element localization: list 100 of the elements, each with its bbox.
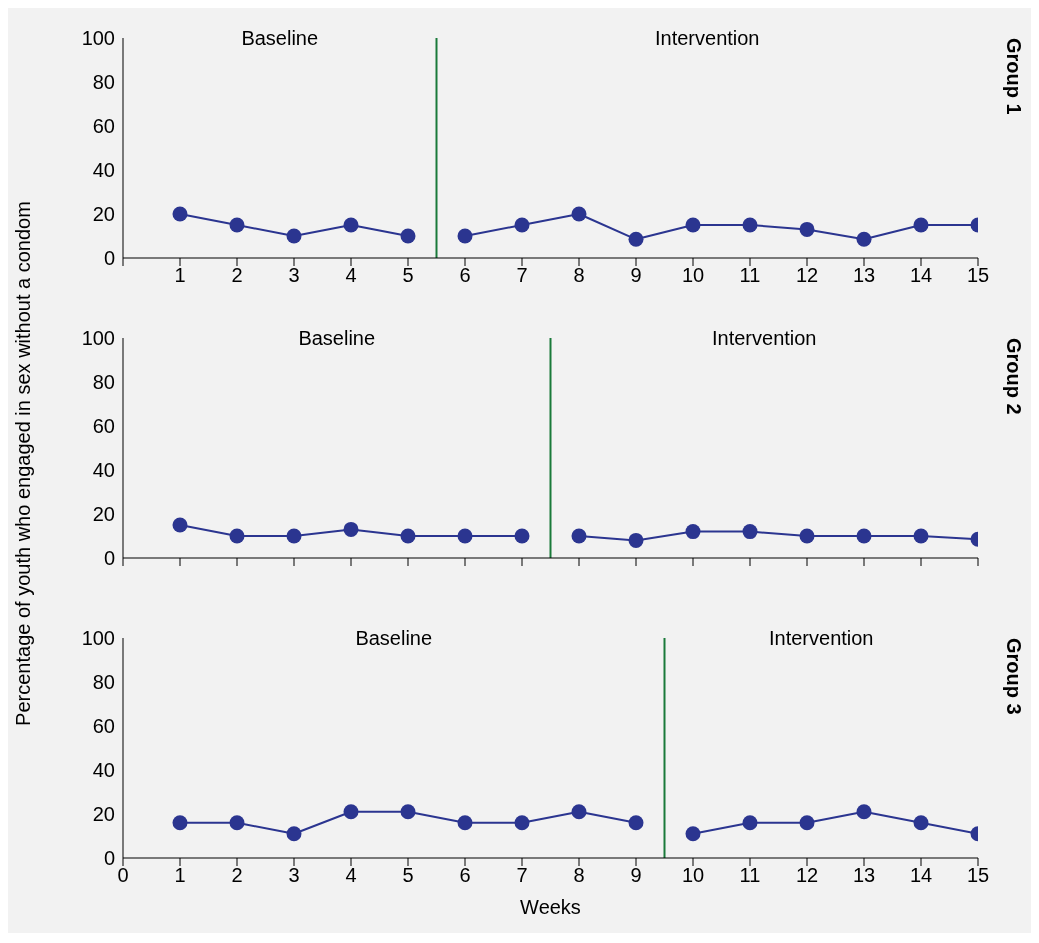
point	[571, 804, 587, 820]
y-tick-label: 60	[92, 115, 115, 138]
x-tick-label: 15	[966, 864, 990, 887]
x-tick-label: 4	[345, 264, 357, 287]
point	[400, 528, 416, 544]
point	[457, 528, 473, 544]
point	[913, 815, 929, 831]
annotation: Intervention	[768, 627, 874, 650]
y-axis-title: Percentage of youth who engaged in sex without a condom	[11, 200, 35, 726]
x-tick-label: 0	[117, 864, 129, 887]
x-tick-label: 9	[630, 264, 642, 287]
point	[172, 815, 188, 831]
y-tick-label: 100	[81, 627, 115, 650]
point	[742, 524, 758, 540]
y-tick-label: 40	[92, 159, 115, 182]
point	[286, 528, 302, 544]
x-tick-label: 7	[516, 264, 528, 287]
x-tick-label: 12	[795, 864, 819, 887]
point	[343, 804, 359, 820]
point	[514, 217, 530, 233]
point	[628, 231, 644, 247]
point	[685, 524, 701, 540]
y-tick-label: 80	[92, 371, 115, 394]
point	[229, 217, 245, 233]
point	[799, 221, 815, 237]
point	[286, 228, 302, 244]
point	[799, 815, 815, 831]
x-tick-label: 9	[630, 864, 642, 887]
point	[856, 231, 872, 247]
y2-axis-title: Group 1	[1002, 38, 1025, 117]
y-tick-label: 80	[92, 671, 115, 694]
y-tick-label: 20	[92, 203, 115, 226]
x-tick-label: 6	[459, 264, 471, 287]
x-tick-label: 1	[174, 864, 186, 887]
x-tick-label: 5	[402, 264, 414, 287]
point	[856, 528, 872, 544]
y2-axis-title: Group 3	[1002, 638, 1025, 717]
y-tick-label: 0	[103, 247, 115, 270]
y-tick-label: 40	[92, 759, 115, 782]
annotation: Baseline	[298, 327, 376, 350]
y-tick-label: 60	[92, 715, 115, 738]
point	[400, 804, 416, 820]
x-tick-label: 14	[909, 864, 933, 887]
point	[913, 528, 929, 544]
x-tick-label: 3	[288, 264, 300, 287]
x-tick-label: 11	[739, 264, 761, 287]
x-tick-label: 15	[966, 264, 990, 287]
point	[514, 815, 530, 831]
point	[742, 815, 758, 831]
point	[343, 521, 359, 537]
x-tick-label: 13	[852, 864, 876, 887]
point	[685, 217, 701, 233]
annotation: Baseline	[241, 27, 319, 50]
annotation: Baseline	[355, 627, 433, 650]
point	[514, 528, 530, 544]
x-tick-label: 8	[573, 264, 585, 287]
point	[457, 228, 473, 244]
point	[229, 528, 245, 544]
point	[685, 826, 701, 842]
x-tick-label: 12	[795, 264, 819, 287]
x-tick-label: 4	[345, 864, 357, 887]
annotation: Intervention	[711, 327, 817, 350]
x-axis-title: Weeks	[520, 896, 581, 919]
point	[628, 815, 644, 831]
y-tick-label: 0	[103, 547, 115, 570]
x-tick-label: 1	[174, 264, 186, 287]
point	[172, 206, 188, 222]
y-tick-label: 20	[92, 503, 115, 526]
x-tick-label: 11	[739, 864, 761, 887]
point	[400, 228, 416, 244]
x-tick-label: 13	[852, 264, 876, 287]
point	[913, 217, 929, 233]
y-tick-label: 60	[92, 415, 115, 438]
point	[571, 206, 587, 222]
y-tick-label: 100	[81, 327, 115, 350]
x-tick-label: 6	[459, 864, 471, 887]
x-tick-label: 10	[681, 864, 705, 887]
x-tick-label: 14	[909, 264, 933, 287]
y2-axis-title: Group 2	[1002, 338, 1025, 417]
point	[742, 217, 758, 233]
y-tick-label: 40	[92, 459, 115, 482]
x-tick-label: 3	[288, 864, 300, 887]
point	[571, 528, 587, 544]
y-tick-label: 80	[92, 71, 115, 94]
point	[799, 528, 815, 544]
point	[628, 532, 644, 548]
point	[856, 804, 872, 820]
x-tick-label: 10	[681, 264, 705, 287]
x-tick-label: 7	[516, 864, 528, 887]
y-tick-label: 100	[81, 27, 115, 50]
x-tick-label: 2	[231, 864, 243, 887]
x-tick-label: 2	[231, 264, 243, 287]
point	[343, 217, 359, 233]
x-tick-label: 5	[402, 864, 414, 887]
x-tick-label: 8	[573, 864, 585, 887]
point	[229, 815, 245, 831]
point	[172, 517, 188, 533]
point	[286, 826, 302, 842]
y-tick-label: 0	[103, 847, 115, 870]
point	[457, 815, 473, 831]
